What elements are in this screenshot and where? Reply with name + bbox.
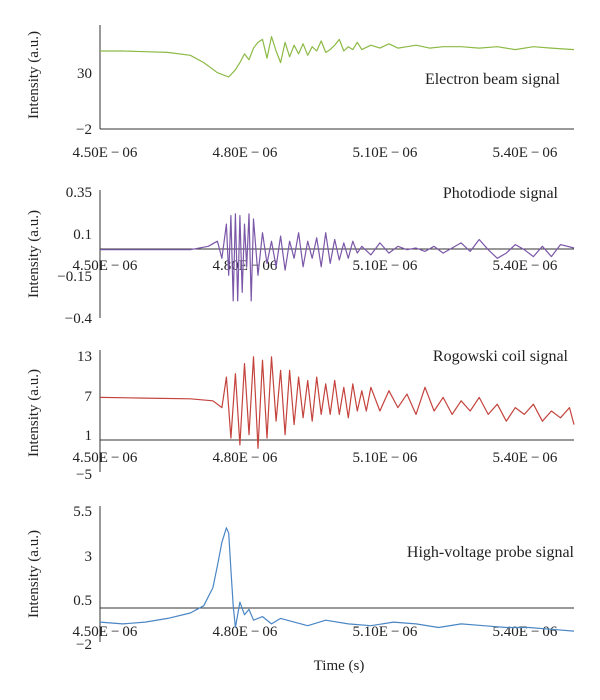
panel-2-xtick-3: 5.40E − 06 <box>493 450 558 466</box>
panel-3-ytick-0: 5.5 <box>73 504 92 520</box>
panel-1-title: Photodiode signal <box>443 185 559 202</box>
series-line-rogowski <box>99 356 575 449</box>
panel-2-xtick-2: 5.10E − 06 <box>353 450 418 466</box>
panel-2-ytick-0: 13 <box>77 349 92 365</box>
panel-1-ytick-1: 0.1 <box>73 227 92 243</box>
panel-2-ylabel: Intensity (a.u.) <box>26 369 42 457</box>
panel-3-title: High-voltage probe signal <box>407 544 575 561</box>
panel-high-voltage: Intensity (a.u.) 5.5 3 0.5 −2 4.50E − 06… <box>26 504 575 653</box>
panel-0-ytick-0: −2 <box>76 122 92 138</box>
panel-1-xtick-0: 4.50E − 06 <box>73 258 138 274</box>
panel-3-xtick-1: 4.80E − 06 <box>213 624 278 640</box>
panel-rogowski: Intensity (a.u.) 13 7 1 −5 4.50E − 06 4.… <box>26 348 575 483</box>
panel-photodiode: Intensity (a.u.) 0.35 0.1 −0.15 −0.4 4.5… <box>26 185 575 327</box>
series-line-high-voltage <box>99 527 575 632</box>
panel-0-xtick-0: 4.50E − 06 <box>73 145 138 161</box>
panel-3-xtick-0: 4.50E − 06 <box>73 624 138 640</box>
panel-3-xtick-3: 5.40E − 06 <box>493 624 558 640</box>
panel-0-xtick-3: 5.40E − 06 <box>493 145 558 161</box>
panel-3-ytick-2: 0.5 <box>73 593 92 609</box>
panel-1-xtick-3: 5.40E − 06 <box>493 258 558 274</box>
panel-0-xtick-2: 5.10E − 06 <box>353 145 418 161</box>
panel-2-ytick-3: −5 <box>76 467 92 483</box>
panel-3-ylabel: Intensity (a.u.) <box>26 530 42 618</box>
panel-2-ytick-1: 7 <box>85 389 93 405</box>
panel-0-title: Electron beam signal <box>425 71 561 88</box>
panel-1-ytick-0: 0.35 <box>66 185 92 201</box>
x-axis-label: Time (s) <box>314 658 365 674</box>
panel-3-ytick-3: −2 <box>76 637 92 653</box>
panel-2-title: Rogowski coil signal <box>433 348 569 365</box>
panel-0-xtick-1: 4.80E − 06 <box>213 145 278 161</box>
panel-3-xtick-2: 5.10E − 06 <box>353 624 418 640</box>
panel-0-ylabel: Intensity (a.u.) <box>26 31 42 119</box>
panel-3-ytick-1: 3 <box>85 549 93 565</box>
panel-1-ylabel: Intensity (a.u.) <box>26 210 42 298</box>
panel-1-ytick-2: −0.15 <box>57 269 92 285</box>
panel-2-xtick-0: 4.50E − 06 <box>73 450 138 466</box>
series-line-photodiode <box>100 213 575 302</box>
panel-0-ytick-1: 30 <box>77 66 92 82</box>
panel-2-ytick-2: 1 <box>85 428 93 444</box>
panel-1-xtick-2: 5.10E − 06 <box>353 258 418 274</box>
panel-2-xtick-1: 4.80E − 06 <box>213 450 278 466</box>
panel-electron-beam: Intensity (a.u.) −2 30 4.50E − 06 4.80E … <box>26 25 575 161</box>
series-line-electron-beam <box>100 35 575 78</box>
panel-1-ytick-3: −0.4 <box>65 311 93 327</box>
